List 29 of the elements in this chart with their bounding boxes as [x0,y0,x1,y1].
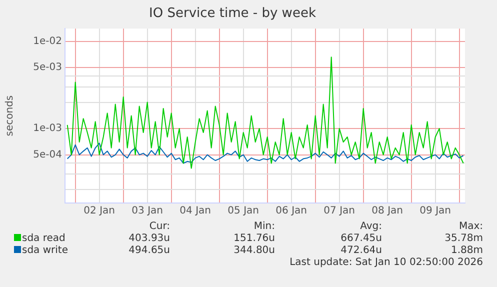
text: Min: [254,221,275,232]
x-tick-label: 04 Jan [180,206,211,217]
text: Avg: [360,221,382,232]
x-tick-label: 06 Jan [276,206,307,217]
x-tick-label: 05 Jan [228,206,259,217]
x-tick-label: 08 Jan [372,206,403,217]
text: 667.45u [340,233,382,244]
legend-label: sda read [22,233,66,244]
text: 472.64u [340,245,382,256]
x-tick-label: 07 Jan [324,206,355,217]
text: 151.76u [234,233,275,244]
y-axis-title: seconds [4,95,16,136]
text: 344.80u [234,245,275,256]
text: Cur: [149,221,170,232]
text: 35.78m [444,233,483,244]
text: Max: [458,221,483,232]
y-tick-label: 1e-02 [33,36,62,47]
x-tick-label: 09 Jan [420,206,451,217]
chart-title: IO Service time - by week [149,6,316,22]
legend-label: sda write [22,245,68,256]
text: 494.65u [128,245,170,256]
y-tick-label: 1e-03 [33,123,62,134]
text: 1.88m [450,245,483,256]
x-tick-label: 03 Jan [132,206,163,217]
y-tick-label: 5e-04 [33,149,62,160]
y-tick-label: 5e-03 [33,62,62,74]
text: 403.93u [128,233,170,244]
x-tick-label: 02 Jan [84,206,115,217]
text: Last update: Sat Jan 10 02:50:00 2026 [290,257,483,268]
